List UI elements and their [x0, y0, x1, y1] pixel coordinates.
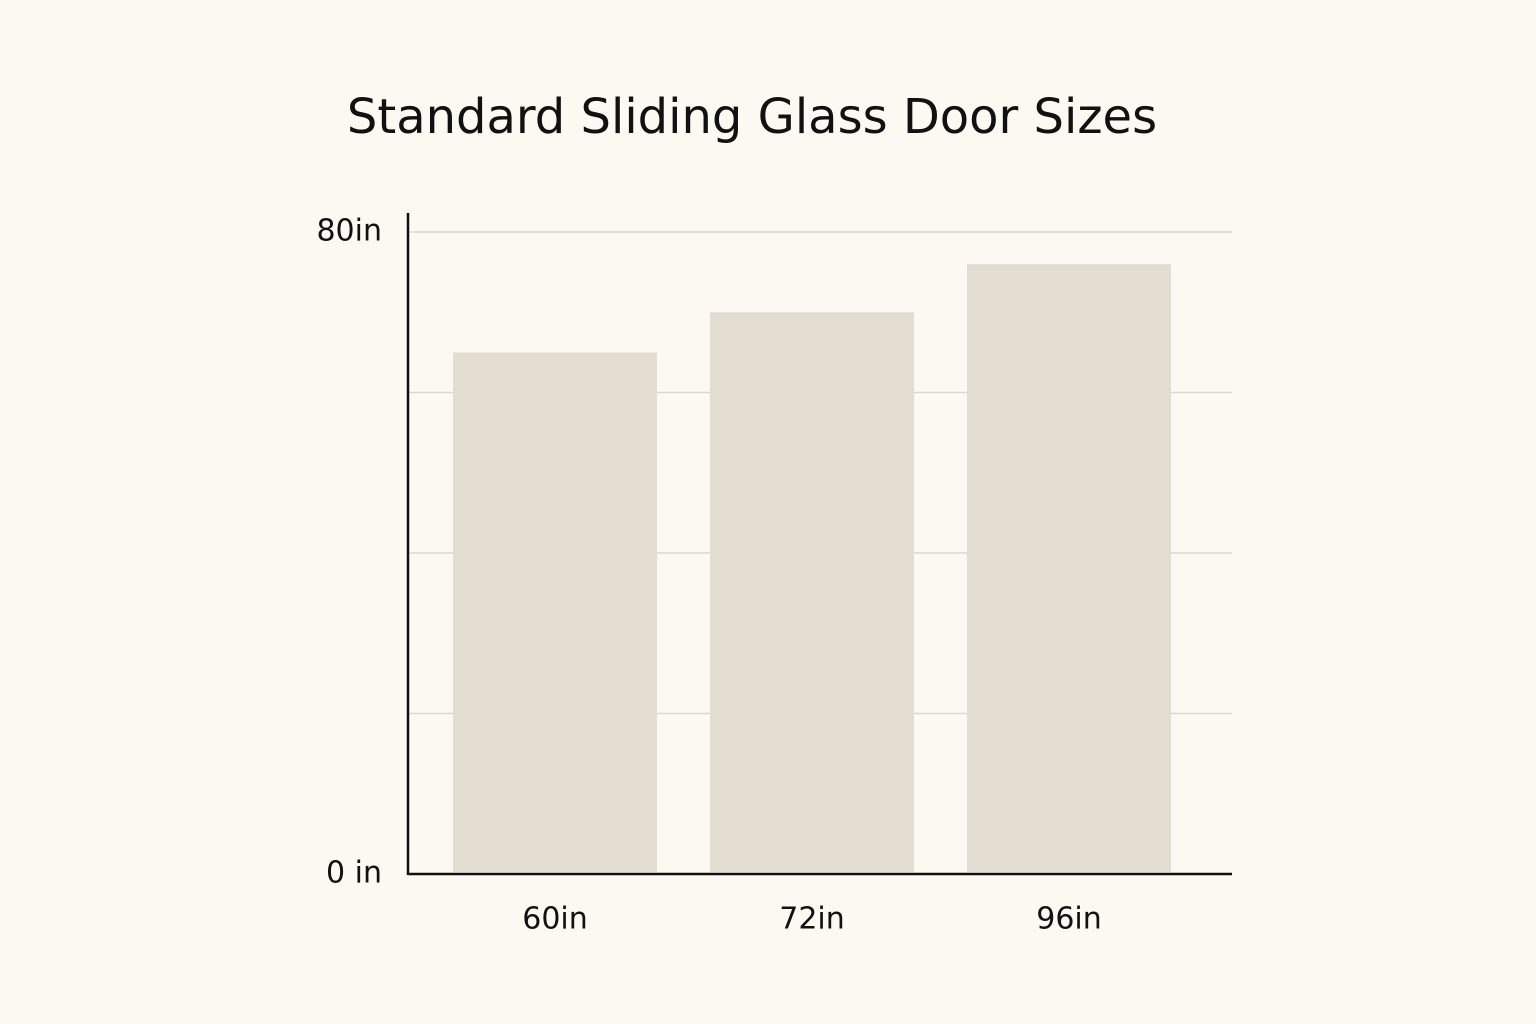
x-tick-label: 72in	[779, 902, 845, 937]
y-tick-label: 0 in	[326, 856, 382, 891]
bar	[453, 352, 657, 872]
chart-title: Standard Sliding Glass Door Sizes	[347, 89, 1157, 145]
bar	[710, 312, 914, 872]
y-tick-label: 80in	[316, 214, 382, 249]
x-tick-label: 60in	[522, 902, 588, 937]
bar	[967, 264, 1171, 873]
x-tick-label: 96in	[1036, 902, 1102, 937]
